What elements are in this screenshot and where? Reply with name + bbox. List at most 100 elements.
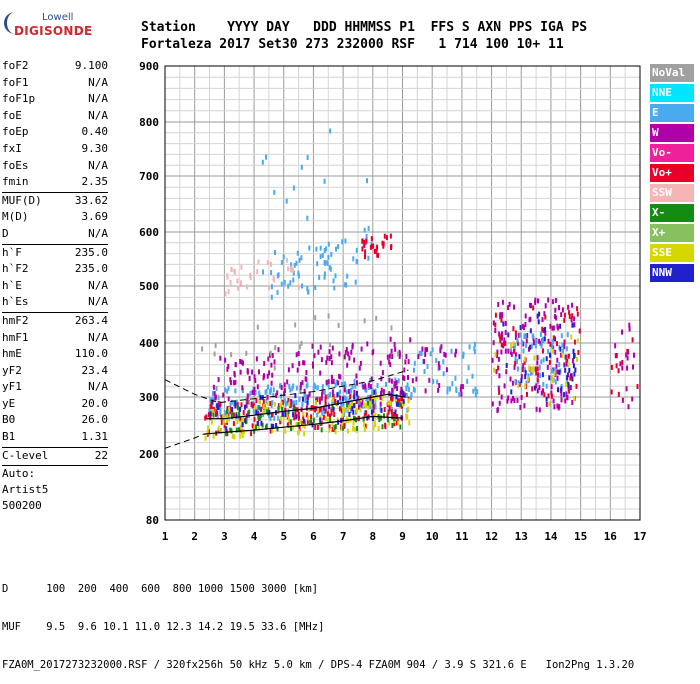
echo-point [292,383,295,389]
echo-point [266,394,269,400]
echo-point [270,284,273,290]
echo-point [371,404,374,410]
param-b0: B0 26.0 [2,412,108,429]
legend-item-sse: SSE [650,244,694,262]
echo-point [319,417,322,423]
echo-point [626,355,629,361]
echo-point [535,383,538,389]
echo-point [379,360,382,366]
echo-point [362,384,365,390]
echo-point [518,381,521,387]
echo-point [573,316,576,322]
echo-point [255,424,257,430]
echo-point [284,401,287,407]
echo-point [568,388,571,394]
echo-point [226,414,229,420]
echo-point [421,346,424,352]
echo-point [459,386,462,392]
param-fmin: fmin 2.35 [2,174,108,191]
echo-point [352,256,355,262]
echo-point [283,280,286,285]
echo-point [363,412,366,418]
echo-point [526,333,529,338]
echo-point [476,389,479,395]
x-tick-label: 12 [485,530,498,543]
echo-point [297,270,300,276]
logo-arc-mark [4,12,21,34]
param-value: N/A [88,380,108,394]
param-label: B0 [2,413,16,427]
echo-point [369,244,372,250]
echo-point [438,365,441,370]
echo-point [216,403,219,409]
echo-point [302,396,304,402]
x-tick-label: 6 [310,530,317,543]
echo-point [417,354,420,360]
echo-point [437,387,440,393]
echo-point [256,384,259,390]
echo-point [210,419,213,425]
echo-point [364,384,367,390]
echo-point [390,409,393,415]
echo-point [344,282,347,288]
echo-point [354,383,357,389]
echo-point [358,404,360,410]
echo-point [569,375,572,381]
echo-point [540,359,543,365]
echo-point [512,341,515,347]
echo-point [329,413,331,419]
echo-point [503,337,506,343]
param-value: 3.69 [81,210,109,224]
echo-point [364,249,367,255]
echo-point [502,321,505,327]
echo-point [269,350,272,356]
echo-point [241,433,244,439]
echo-point [473,346,476,352]
echo-point [272,423,275,429]
echo-point [294,406,297,412]
echo-point [543,311,546,317]
echo-point [398,402,401,408]
echo-point [293,262,296,268]
echo-point [407,359,410,365]
echo-point [334,424,337,429]
echo-point [351,406,354,411]
echo-point [300,255,303,261]
echo-point [381,396,384,401]
echo-point [239,416,242,422]
echo-point [529,316,532,322]
echo-point [390,325,393,331]
echo-point [336,392,339,398]
echo-point [320,395,323,401]
echo-point [249,272,252,278]
echo-point [522,341,525,347]
echo-point [320,427,323,433]
echo-point [321,384,324,390]
profile-curves [164,369,409,449]
echo-point [323,409,326,415]
echo-point [256,269,259,275]
echo-point [346,362,349,368]
echo-point [302,411,305,417]
echo-point [228,406,231,412]
echo-point [332,406,335,412]
echo-point [563,344,566,350]
echo-point [271,353,274,358]
echo-point [329,266,332,272]
echo-point [391,354,394,359]
echo-point [298,415,300,421]
echo-point [222,417,225,423]
echo-point [533,385,536,391]
legend-item-e: E [650,104,694,122]
echo-point [234,379,237,385]
echo-point [625,386,628,392]
echo-point [342,425,345,431]
echo-point [496,407,499,413]
echo-point [335,246,337,252]
echo-point [219,407,222,413]
param-label: h`F2 [2,262,29,276]
echo-point [298,344,301,350]
echo-point [330,251,333,257]
echo-point [314,407,317,413]
x-tick-label: 7 [340,530,347,543]
